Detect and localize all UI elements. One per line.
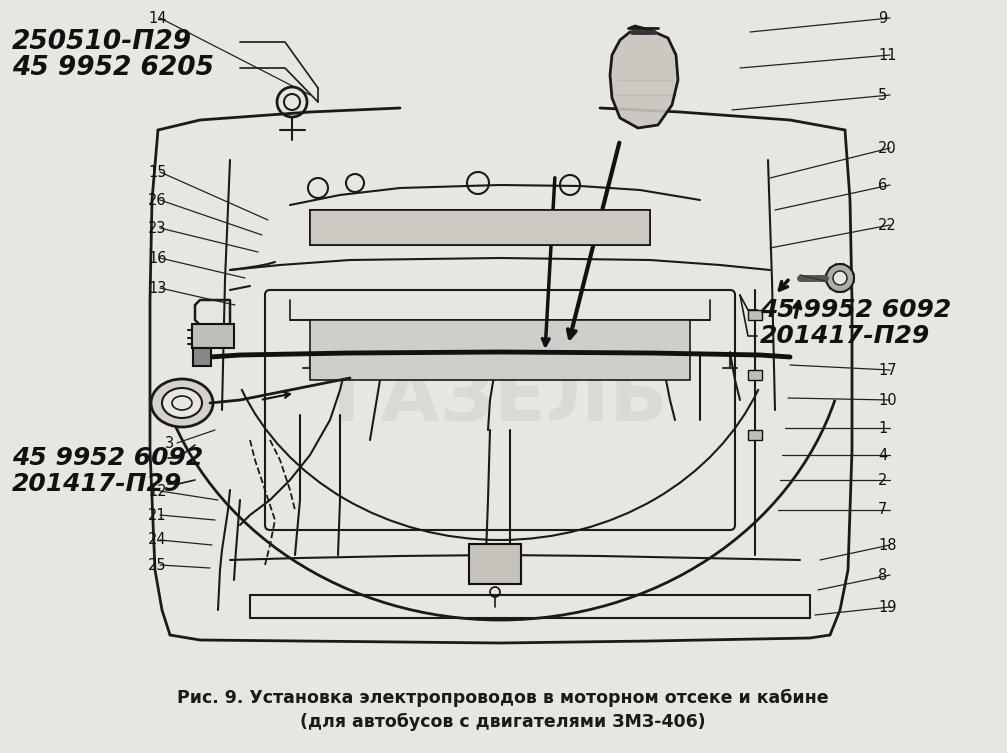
- Text: 45 9952 6092: 45 9952 6092: [760, 298, 952, 322]
- FancyBboxPatch shape: [310, 320, 690, 380]
- Text: 24: 24: [148, 532, 166, 547]
- Text: 8: 8: [878, 568, 887, 583]
- Text: 1: 1: [878, 420, 887, 435]
- Text: 14: 14: [148, 11, 166, 26]
- Text: 6: 6: [878, 178, 887, 193]
- FancyBboxPatch shape: [310, 210, 650, 245]
- Text: 19: 19: [878, 599, 896, 614]
- Text: 17: 17: [878, 362, 896, 377]
- Text: 45 9952 6205: 45 9952 6205: [12, 55, 214, 81]
- Ellipse shape: [833, 271, 847, 285]
- FancyBboxPatch shape: [748, 370, 762, 380]
- Text: 11: 11: [878, 47, 896, 62]
- Text: 250510-П29: 250510-П29: [12, 29, 192, 55]
- FancyBboxPatch shape: [748, 310, 762, 320]
- Text: 10: 10: [878, 392, 896, 407]
- Text: 20: 20: [878, 141, 897, 156]
- Text: 201417-П29: 201417-П29: [760, 324, 930, 348]
- Text: 22: 22: [878, 218, 897, 233]
- Text: 21: 21: [148, 508, 166, 523]
- Text: Рис. 9. Установка электропроводов в моторном отсеке и кабине: Рис. 9. Установка электропроводов в мото…: [177, 689, 829, 707]
- Text: 18: 18: [878, 538, 896, 553]
- Text: 23: 23: [148, 221, 166, 236]
- Text: ГАЗЕЛЬ: ГАЗЕЛЬ: [332, 363, 668, 437]
- Text: 3: 3: [165, 435, 174, 450]
- Text: 15: 15: [148, 164, 166, 179]
- FancyBboxPatch shape: [193, 348, 211, 366]
- FancyBboxPatch shape: [192, 324, 234, 348]
- Polygon shape: [610, 26, 678, 128]
- Text: 16: 16: [148, 251, 166, 266]
- Text: 7: 7: [878, 502, 887, 517]
- Text: 5: 5: [878, 87, 887, 102]
- Text: 9: 9: [878, 11, 887, 26]
- Text: 201417-П29: 201417-П29: [12, 472, 182, 496]
- Text: 25: 25: [148, 557, 166, 572]
- Text: (для автобусов с двигателями ЗМЗ-406): (для автобусов с двигателями ЗМЗ-406): [300, 713, 706, 731]
- Text: 13: 13: [148, 281, 166, 295]
- FancyBboxPatch shape: [748, 430, 762, 440]
- Text: 4: 4: [878, 447, 887, 462]
- Text: 12: 12: [148, 483, 166, 498]
- Ellipse shape: [826, 264, 854, 292]
- Text: 2: 2: [878, 472, 887, 487]
- Ellipse shape: [151, 379, 213, 427]
- Text: 45 9952 6092: 45 9952 6092: [12, 446, 203, 470]
- Text: 26: 26: [148, 193, 166, 208]
- Ellipse shape: [162, 388, 202, 418]
- FancyBboxPatch shape: [469, 544, 521, 584]
